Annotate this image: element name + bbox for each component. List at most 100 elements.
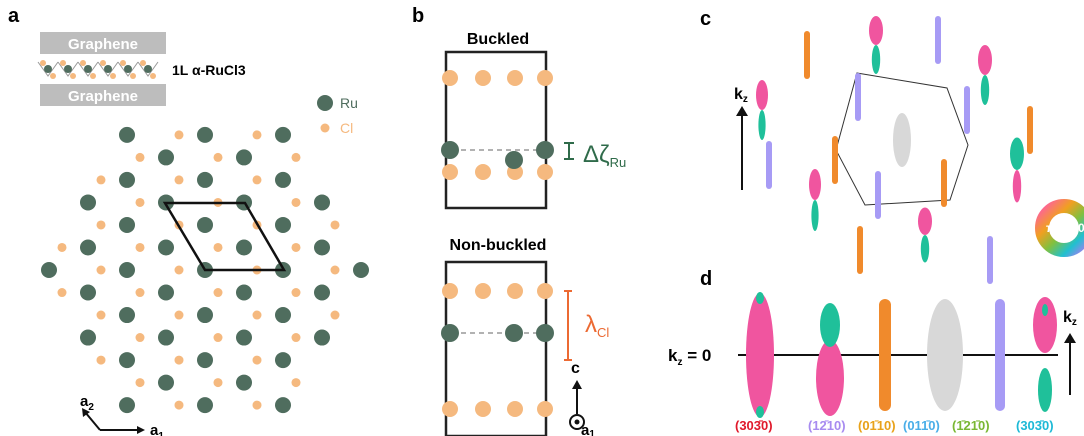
cl-atom — [292, 333, 301, 342]
ru-atom — [236, 149, 252, 165]
arrowhead — [572, 380, 582, 389]
bar-orbital — [857, 226, 863, 274]
legend-label: Cl — [340, 120, 353, 136]
cl-atom — [507, 283, 523, 299]
cl-atom — [58, 243, 67, 252]
axis-sub: 1 — [589, 429, 595, 436]
cl-atom — [475, 70, 491, 86]
chain-ru — [104, 65, 112, 73]
bar-orbital — [935, 16, 941, 64]
ru-atom — [119, 127, 135, 143]
lobe — [756, 292, 764, 304]
bar-orbital — [804, 31, 810, 79]
miller-label: (01̄10) — [858, 418, 896, 433]
chain-cl — [80, 60, 86, 66]
chain-cl — [100, 60, 106, 66]
cl-atom — [136, 333, 145, 342]
lambda-label: λCl — [585, 311, 609, 340]
wheel-label: 0 — [1078, 221, 1084, 235]
cell — [446, 52, 546, 208]
delta-label: ΔζRu — [583, 141, 626, 170]
chain-cl — [140, 60, 146, 66]
lobe — [756, 80, 768, 110]
panel-label: b — [412, 5, 424, 27]
cl-atom — [475, 401, 491, 417]
cl-atom — [97, 175, 106, 184]
cl-atom — [97, 266, 106, 275]
axis-label: a1 — [150, 422, 164, 436]
ru-atom — [314, 330, 330, 346]
lambda-sub: Cl — [597, 325, 609, 340]
cl-atom — [253, 401, 262, 410]
cl-atom — [175, 401, 184, 410]
ru-atom — [158, 285, 174, 301]
ru-atom — [80, 285, 96, 301]
cl-atom — [507, 70, 523, 86]
lobe — [816, 340, 844, 416]
legend-cl — [321, 124, 330, 133]
cl-atom — [253, 130, 262, 139]
bar-orbital — [995, 299, 1005, 411]
cell — [446, 262, 546, 436]
ru-atom — [536, 141, 554, 159]
axis-sub: 2 — [88, 402, 94, 413]
panel-b: b Buckled Non-buckled ΔζRu λCl c a1 — [412, 5, 626, 436]
ru-atom — [80, 239, 96, 255]
cl-atom — [292, 288, 301, 297]
ru-atom — [441, 141, 459, 159]
cl-atom — [97, 311, 106, 320]
bar-orbital — [766, 141, 772, 189]
axis-base: k — [1063, 309, 1072, 326]
ru-atom — [158, 149, 174, 165]
cl-atom — [136, 288, 145, 297]
cl-atom — [507, 401, 523, 417]
bar-orbital — [964, 86, 970, 134]
cl-atom — [537, 401, 553, 417]
ru-atom — [80, 194, 96, 210]
ru-atom — [275, 352, 291, 368]
legend-ru — [317, 95, 333, 111]
lobe — [927, 299, 963, 411]
panel-label: c — [700, 8, 711, 30]
ru-atom — [505, 151, 523, 169]
buckled-title: Buckled — [467, 31, 529, 48]
panel-label: d — [700, 268, 712, 290]
kz0-label: kz = 0 — [668, 346, 711, 368]
axis-sub: z — [1072, 317, 1077, 328]
lobe — [820, 303, 840, 347]
ru-atom — [236, 375, 252, 391]
bar-orbital — [1027, 106, 1033, 154]
axis-base: k — [734, 86, 743, 103]
chain-cl — [90, 73, 96, 79]
cl-atom — [136, 153, 145, 162]
cl-atom — [442, 401, 458, 417]
delta-sub: Ru — [610, 155, 627, 170]
bar-orbital — [941, 159, 947, 207]
cl-atom — [253, 175, 262, 184]
cl-atom — [475, 164, 491, 180]
lobe — [809, 169, 821, 200]
ru-atom — [275, 307, 291, 323]
bar-orbital — [832, 136, 838, 184]
panel-label: a — [8, 5, 20, 27]
nonbuckled-title: Non-buckled — [450, 237, 547, 254]
axes — [85, 412, 140, 430]
cl-atom — [442, 70, 458, 86]
cl-atom — [175, 130, 184, 139]
ru-atom — [158, 239, 174, 255]
lobe — [758, 110, 765, 140]
chain-cl — [40, 60, 46, 66]
ru-atom — [119, 307, 135, 323]
bar-orbital — [855, 73, 861, 121]
cl-atom — [442, 164, 458, 180]
axis-label: kz — [734, 86, 748, 105]
ru-atom — [119, 262, 135, 278]
miller-label: (1̄21̄0) — [952, 418, 990, 433]
lobe — [918, 208, 932, 236]
chain-cl — [60, 60, 66, 66]
ru-atom — [119, 352, 135, 368]
cl-atom — [175, 266, 184, 275]
cl-atom — [537, 283, 553, 299]
lobe — [981, 75, 989, 105]
lobe — [1038, 368, 1052, 412]
